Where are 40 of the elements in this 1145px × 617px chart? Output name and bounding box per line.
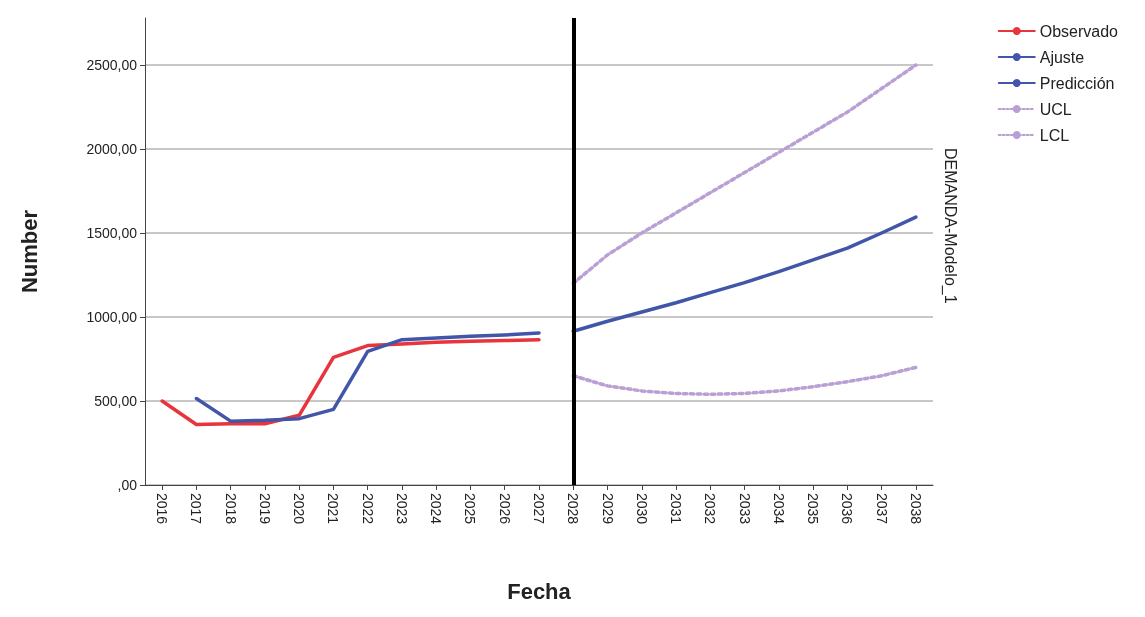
x-tick-label: 2024 [428,493,445,525]
legend-title: DEMANDA-Modelo_1 [940,148,959,304]
x-tick-label: 2020 [291,493,308,525]
x-axis-title: Fecha [507,578,572,604]
legend-label: Observado [1039,22,1119,40]
x-tick-label: 2017 [188,493,205,525]
x-tick-label: 2031 [668,493,685,525]
x-tick-label: 2016 [154,493,171,525]
x-tick-label: 2022 [359,493,376,525]
y-axis-title: Number [16,209,42,294]
line-series [194,331,541,423]
legend-label: UCL [1039,100,1072,118]
line-series [571,63,918,286]
x-tick-label: 2025 [462,493,479,525]
legend-label: Ajuste [1039,48,1085,66]
x-tick-label: 2028 [565,493,582,525]
y-tick-label: 500,00 [94,393,138,410]
x-tick-label: 2038 [907,493,924,525]
legend-label: Predicción [1039,74,1115,92]
legend-label: LCL [1039,126,1070,144]
x-tick-label: 2027 [531,493,547,525]
x-tick-label: 2034 [770,493,787,525]
x-tick-label: 2021 [325,493,342,525]
x-tick-label: 2029 [599,493,616,525]
x-tick-label: 2036 [839,493,856,525]
x-tick-label: 2030 [633,493,650,525]
x-tick-label: 2023 [393,493,410,525]
y-tick-label: 1000,00 [86,309,138,326]
y-tick-label: 2000,00 [86,141,138,158]
x-tick-label: 2018 [222,493,239,525]
line-series [160,337,541,427]
x-tick-label: 2033 [736,493,753,525]
x-tick-label: 2037 [873,493,890,525]
y-tick-label: 1500,00 [86,225,138,242]
x-tick-label: 2019 [256,493,273,525]
y-tick-label: 2500,00 [86,57,138,74]
x-tick-label: 2035 [805,493,822,525]
x-tick-label: 2026 [496,493,513,525]
y-tick-label: ,00 [117,477,138,493]
x-tick-label: 2032 [702,493,719,525]
